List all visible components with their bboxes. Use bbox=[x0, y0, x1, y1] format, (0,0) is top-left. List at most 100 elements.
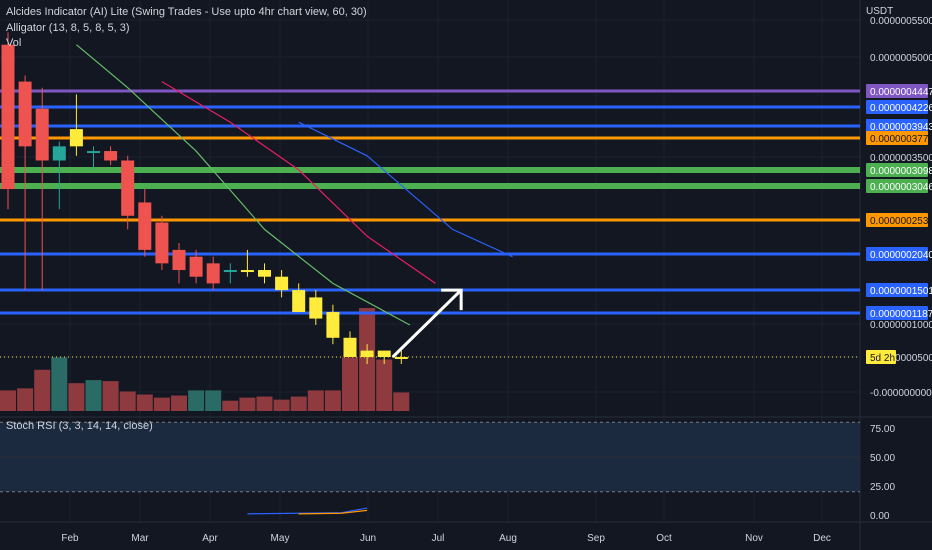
volume-bar bbox=[51, 357, 68, 411]
candle-body bbox=[377, 350, 391, 357]
level-price-tag bbox=[866, 163, 928, 177]
time-tick-label: Apr bbox=[202, 533, 218, 544]
candle-body bbox=[155, 222, 169, 264]
stoch-rsi-d-line bbox=[298, 509, 368, 515]
time-tick-label: Jun bbox=[360, 533, 376, 544]
volume-bar bbox=[119, 391, 136, 411]
price-tick-label: 0.0000001000 bbox=[870, 320, 932, 331]
volume-bar bbox=[205, 390, 222, 411]
level-price-text: 0.0000003943 bbox=[870, 122, 932, 133]
candle-body bbox=[343, 337, 357, 357]
volume-bar bbox=[102, 381, 119, 411]
stoch-rsi-pane bbox=[0, 421, 860, 515]
candle-body bbox=[206, 263, 220, 284]
volume-bar bbox=[17, 388, 34, 411]
level-price-text: 0.0000001187 bbox=[870, 309, 932, 320]
alligator-lips-line bbox=[76, 44, 411, 326]
price-tick-label: 0.0000005000 bbox=[870, 53, 932, 64]
level-price-tag bbox=[866, 84, 928, 98]
volume-bar bbox=[136, 394, 153, 411]
candle-body bbox=[258, 270, 271, 277]
volume-bar bbox=[222, 400, 239, 411]
volume-bar bbox=[239, 397, 256, 411]
level-price-text: 0.0000004226 bbox=[870, 103, 932, 114]
price-axis: 0.0000005500 0.0000005000 0.0000003500 0.00… bbox=[866, 16, 932, 522]
price-tick-label: -0.0000000000 bbox=[870, 388, 932, 399]
candle-body bbox=[360, 350, 374, 357]
candle-body bbox=[309, 297, 323, 319]
time-tick-label: Dec bbox=[813, 533, 831, 544]
candle-body bbox=[87, 151, 100, 154]
candle-body bbox=[52, 146, 66, 161]
volume-bar bbox=[307, 390, 324, 411]
time-tick-label: Jul bbox=[432, 533, 445, 544]
candle-body bbox=[121, 160, 135, 216]
arrow-shaft bbox=[391, 289, 463, 359]
level-price-tag bbox=[866, 119, 928, 133]
volume-bar bbox=[85, 380, 102, 411]
level-price-tag bbox=[866, 100, 928, 114]
indicator-legend-line3: Vol bbox=[6, 37, 22, 49]
time-tick-label: Nov bbox=[745, 533, 763, 544]
candle-body bbox=[240, 270, 254, 273]
volume-bar bbox=[256, 396, 273, 411]
level-price-tag bbox=[866, 247, 928, 261]
trend-arrow bbox=[391, 288, 463, 359]
time-tick-label: Feb bbox=[61, 533, 79, 544]
candle-body bbox=[1, 44, 15, 190]
volume-bar bbox=[171, 395, 187, 411]
candle-body bbox=[138, 202, 152, 250]
volume-bar bbox=[393, 392, 410, 411]
volume-bar bbox=[188, 390, 205, 411]
volume-bar bbox=[273, 399, 290, 411]
volume-bar bbox=[34, 369, 51, 411]
candle-body bbox=[104, 151, 118, 161]
level-price-tag bbox=[866, 213, 928, 227]
candle-body bbox=[223, 270, 237, 273]
arrow-head bbox=[441, 288, 463, 311]
time-tick-label: May bbox=[271, 533, 290, 544]
level-price-text: 0.0000004447 bbox=[870, 87, 932, 98]
candle-body bbox=[18, 81, 32, 147]
volume-bar bbox=[376, 359, 393, 411]
level-price-tag bbox=[866, 131, 928, 145]
indicator-legend-line2: Alligator (13, 8, 5, 8, 5, 3) bbox=[6, 22, 130, 34]
price-tick-label: 0.0000005500 bbox=[870, 16, 932, 27]
level-price-text: 0.0000002537 bbox=[870, 216, 932, 227]
time-tick-label: Mar bbox=[131, 533, 149, 544]
support-resistance-lines bbox=[0, 89, 860, 358]
price-tick-label: 0.0000003500 bbox=[870, 153, 932, 164]
level-price-text: 0.0000003098 bbox=[870, 166, 932, 177]
countdown-text: 5d 2h bbox=[870, 353, 895, 364]
level-price-text: 0.0000003777 bbox=[870, 134, 932, 145]
alligator-jaw-line bbox=[298, 121, 513, 258]
indicator-legend-line1: Alcides Indicator (AI) Lite (Swing Trade… bbox=[6, 6, 367, 18]
volume-bar bbox=[68, 383, 85, 411]
candle-body bbox=[394, 357, 408, 359]
stoch-rsi-legend: Stoch RSI (3, 3, 14, 14, close) bbox=[6, 420, 153, 432]
price-unit-label: USDT bbox=[866, 6, 894, 17]
volume-bar bbox=[324, 390, 341, 411]
candle-body bbox=[275, 276, 289, 291]
time-axis: Feb Mar Apr May Jun Jul Aug Sep Oct Nov Dec bbox=[61, 533, 831, 544]
volume-bar bbox=[342, 357, 358, 411]
time-tick-label: Sep bbox=[587, 533, 605, 544]
time-tick-label: Aug bbox=[499, 533, 517, 544]
stoch-rsi-tick-label: 25.00 bbox=[870, 482, 895, 493]
stoch-rsi-tick-label: 0.00 bbox=[870, 511, 890, 522]
volume-bar bbox=[0, 390, 16, 411]
level-price-tag bbox=[866, 306, 928, 320]
level-price-tag bbox=[866, 179, 928, 193]
time-tick-label: Oct bbox=[656, 533, 672, 544]
candle-body bbox=[189, 256, 203, 277]
stoch-rsi-tick-label: 50.00 bbox=[870, 453, 895, 464]
level-price-text: 0.0000001501 bbox=[870, 286, 932, 297]
candlesticks bbox=[1, 32, 408, 364]
alligator-lines bbox=[76, 44, 513, 326]
volume-bar bbox=[290, 396, 307, 411]
candle-body bbox=[35, 108, 49, 161]
stoch-rsi-tick-label: 75.00 bbox=[870, 424, 895, 435]
countdown-tag bbox=[866, 350, 896, 364]
